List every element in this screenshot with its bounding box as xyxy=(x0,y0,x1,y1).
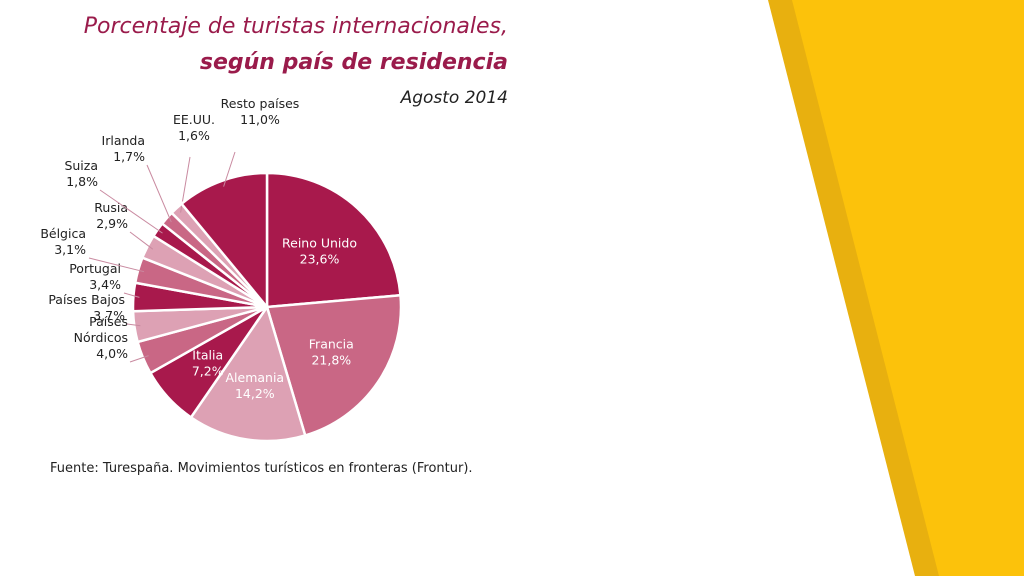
slice-value-paises-bajos: 3,7% xyxy=(93,308,125,323)
slice-name-francia: Francia xyxy=(309,337,354,352)
slice-value-ee-uu: 1,6% xyxy=(178,128,210,143)
slice-label-belgica: Bélgica 3,1% xyxy=(40,226,86,257)
yellow-accent-dark-stripe xyxy=(768,0,945,576)
slice-name-rusia: Rusia xyxy=(94,200,128,215)
slice-name-reino-unido: Reino Unido xyxy=(282,236,357,251)
leader-line-irlanda xyxy=(146,164,172,223)
pie-slice-reino-unido xyxy=(265,171,402,309)
slice-label-irlanda: Irlanda 1,7% xyxy=(102,133,146,164)
slice-value-resto-paises: 11,0% xyxy=(240,112,280,127)
slice-value-alemania: 14,2% xyxy=(235,386,275,401)
leader-line-rusia xyxy=(129,231,154,250)
slice-label-rusia: Rusia 2,9% xyxy=(94,200,128,231)
slice-value-paises-nordicos: 4,0% xyxy=(96,346,128,361)
slice-label-italia: Italia 7,2% xyxy=(192,347,224,378)
slice-label-ee-uu: EE.UU. 1,6% xyxy=(173,112,215,143)
slice-name-portugal: Portugal xyxy=(69,261,121,276)
slice-label-reino-unido: Reino Unido 23,6% xyxy=(282,236,357,267)
yellow-accent-panel xyxy=(792,0,1024,576)
pie-chart: Reino Unido 23,6% Francia 21,8% Alemania 14,2… xyxy=(40,96,403,443)
chart-source: Fuente: Turespaña. Movimientos turístico… xyxy=(50,461,473,476)
pie-slice-francia xyxy=(265,293,403,437)
slice-name-paises-nordicos: Nórdicos xyxy=(74,330,128,345)
slice-label-portugal: Portugal 3,4% xyxy=(69,261,121,292)
slice-label-alemania: Alemania 14,2% xyxy=(225,370,284,401)
chart-subtitle: según país de residencia xyxy=(199,50,508,75)
slice-value-suiza: 1,8% xyxy=(66,174,98,189)
slice-value-portugal: 3,4% xyxy=(89,277,121,292)
slice-name-paises-nordicos: Países xyxy=(89,314,128,329)
pie-slice-alemania xyxy=(189,304,307,443)
slice-name-alemania: Alemania xyxy=(225,370,284,385)
slice-name-paises-bajos: Países Bajos xyxy=(48,292,125,307)
slice-value-rusia: 2,9% xyxy=(96,216,128,231)
slice-value-italia: 7,2% xyxy=(192,363,224,378)
slice-name-resto-paises: Resto países xyxy=(221,96,300,111)
slice-label-suiza: Suiza 1,8% xyxy=(64,158,98,189)
slice-label-paises-bajos: Países Bajos 3,7% xyxy=(48,292,125,323)
leader-line-resto-paises xyxy=(223,151,236,187)
slice-name-belgica: Bélgica xyxy=(40,226,86,241)
leader-line-suiza xyxy=(99,189,163,234)
slice-value-belgica: 3,1% xyxy=(54,242,86,257)
slice-label-paises-nordicos: Países Nórdicos 4,0% xyxy=(74,314,128,361)
slice-name-italia: Italia xyxy=(192,347,223,362)
leader-line-paises-nordicos xyxy=(129,355,149,363)
slice-value-francia: 21,8% xyxy=(311,353,351,368)
slice-name-irlanda: Irlanda xyxy=(102,133,145,148)
slice-value-reino-unido: 23,6% xyxy=(300,252,340,267)
slice-label-francia: Francia 21,8% xyxy=(309,337,354,368)
chart-period: Agosto 2014 xyxy=(400,88,508,108)
leader-line-paises-bajos xyxy=(126,323,141,327)
leader-line-portugal xyxy=(123,292,140,298)
slice-label-resto-paises: Resto países 11,0% xyxy=(221,96,300,127)
chart-title: Porcentaje de turistas internacionales, xyxy=(83,14,508,39)
slice-name-ee-uu: EE.UU. xyxy=(173,112,215,127)
slice-value-irlanda: 1,7% xyxy=(113,149,145,164)
leader-line-belgica xyxy=(88,257,145,273)
pie-slice-resto-paises xyxy=(179,171,269,311)
slice-name-suiza: Suiza xyxy=(64,158,98,173)
